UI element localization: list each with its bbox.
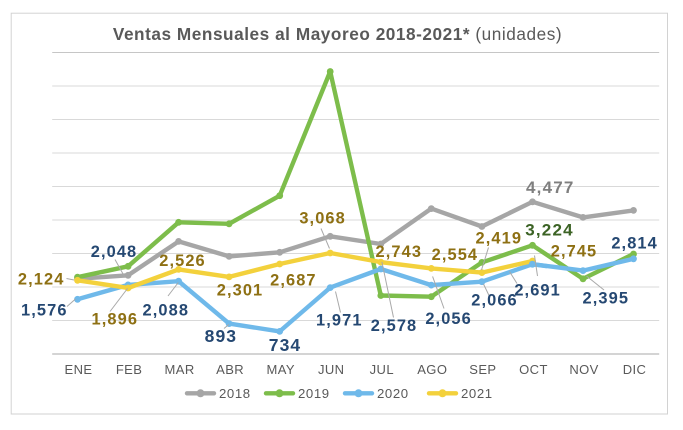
svg-text:2,687: 2,687 <box>270 272 317 290</box>
svg-text:AGO: AGO <box>417 362 447 377</box>
svg-text:DIC: DIC <box>623 362 647 377</box>
svg-text:4,477: 4,477 <box>526 178 575 197</box>
svg-text:2019: 2019 <box>298 386 330 401</box>
svg-text:ABR: ABR <box>216 362 244 377</box>
svg-text:JUN: JUN <box>318 362 344 377</box>
svg-text:2,419: 2,419 <box>476 229 523 247</box>
svg-text:ENE: ENE <box>65 362 93 377</box>
svg-text:2,526: 2,526 <box>159 252 206 270</box>
svg-text:FEB: FEB <box>116 362 142 377</box>
svg-text:2,056: 2,056 <box>425 310 472 328</box>
svg-text:3,224: 3,224 <box>525 220 574 239</box>
svg-text:1,576: 1,576 <box>21 301 68 319</box>
svg-text:MAY: MAY <box>266 362 294 377</box>
svg-text:2,066: 2,066 <box>471 292 518 310</box>
svg-text:2018: 2018 <box>219 386 251 401</box>
svg-text:893: 893 <box>205 326 238 346</box>
svg-text:1,896: 1,896 <box>92 310 139 328</box>
svg-text:2,814: 2,814 <box>611 235 658 253</box>
svg-text:734: 734 <box>269 335 302 355</box>
svg-text:Ventas Mensuales al Mayoreo 20: Ventas Mensuales al Mayoreo 2018-2021* (… <box>113 24 562 44</box>
svg-text:2,578: 2,578 <box>371 317 418 335</box>
svg-text:2,691: 2,691 <box>514 282 561 300</box>
svg-text:2,554: 2,554 <box>432 246 479 264</box>
svg-text:2020: 2020 <box>377 386 409 401</box>
svg-text:2,048: 2,048 <box>91 243 138 261</box>
svg-text:2,743: 2,743 <box>376 243 423 261</box>
svg-text:2,745: 2,745 <box>551 243 598 261</box>
svg-text:2,301: 2,301 <box>217 282 264 300</box>
svg-text:2,124: 2,124 <box>18 271 65 289</box>
svg-text:2,088: 2,088 <box>143 302 190 320</box>
svg-text:JUL: JUL <box>370 362 394 377</box>
svg-text:OCT: OCT <box>519 362 548 377</box>
svg-text:2021: 2021 <box>461 386 493 401</box>
svg-text:MAR: MAR <box>165 362 195 377</box>
svg-text:2,395: 2,395 <box>583 289 630 307</box>
svg-text:NOV: NOV <box>569 362 598 377</box>
svg-text:1,971: 1,971 <box>316 311 363 329</box>
svg-text:SEP: SEP <box>469 362 496 377</box>
svg-text:3,068: 3,068 <box>299 209 346 227</box>
